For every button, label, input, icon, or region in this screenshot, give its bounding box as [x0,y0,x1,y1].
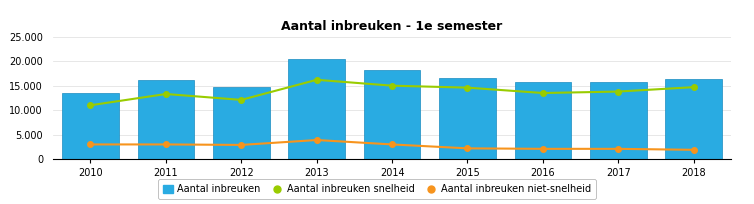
Bar [137,80,194,159]
Bar [439,78,495,159]
Bar [213,87,270,159]
Bar [514,82,571,159]
Bar [363,70,420,159]
Bar [62,93,118,159]
Legend: Aantal inbreuken, Aantal inbreuken snelheid, Aantal inbreuken niet-snelheid: Aantal inbreuken, Aantal inbreuken snelh… [158,179,596,199]
Title: Aantal inbreuken - 1e semester: Aantal inbreuken - 1e semester [281,20,503,33]
Bar [288,59,345,159]
Bar [665,79,722,159]
Bar [590,82,647,159]
